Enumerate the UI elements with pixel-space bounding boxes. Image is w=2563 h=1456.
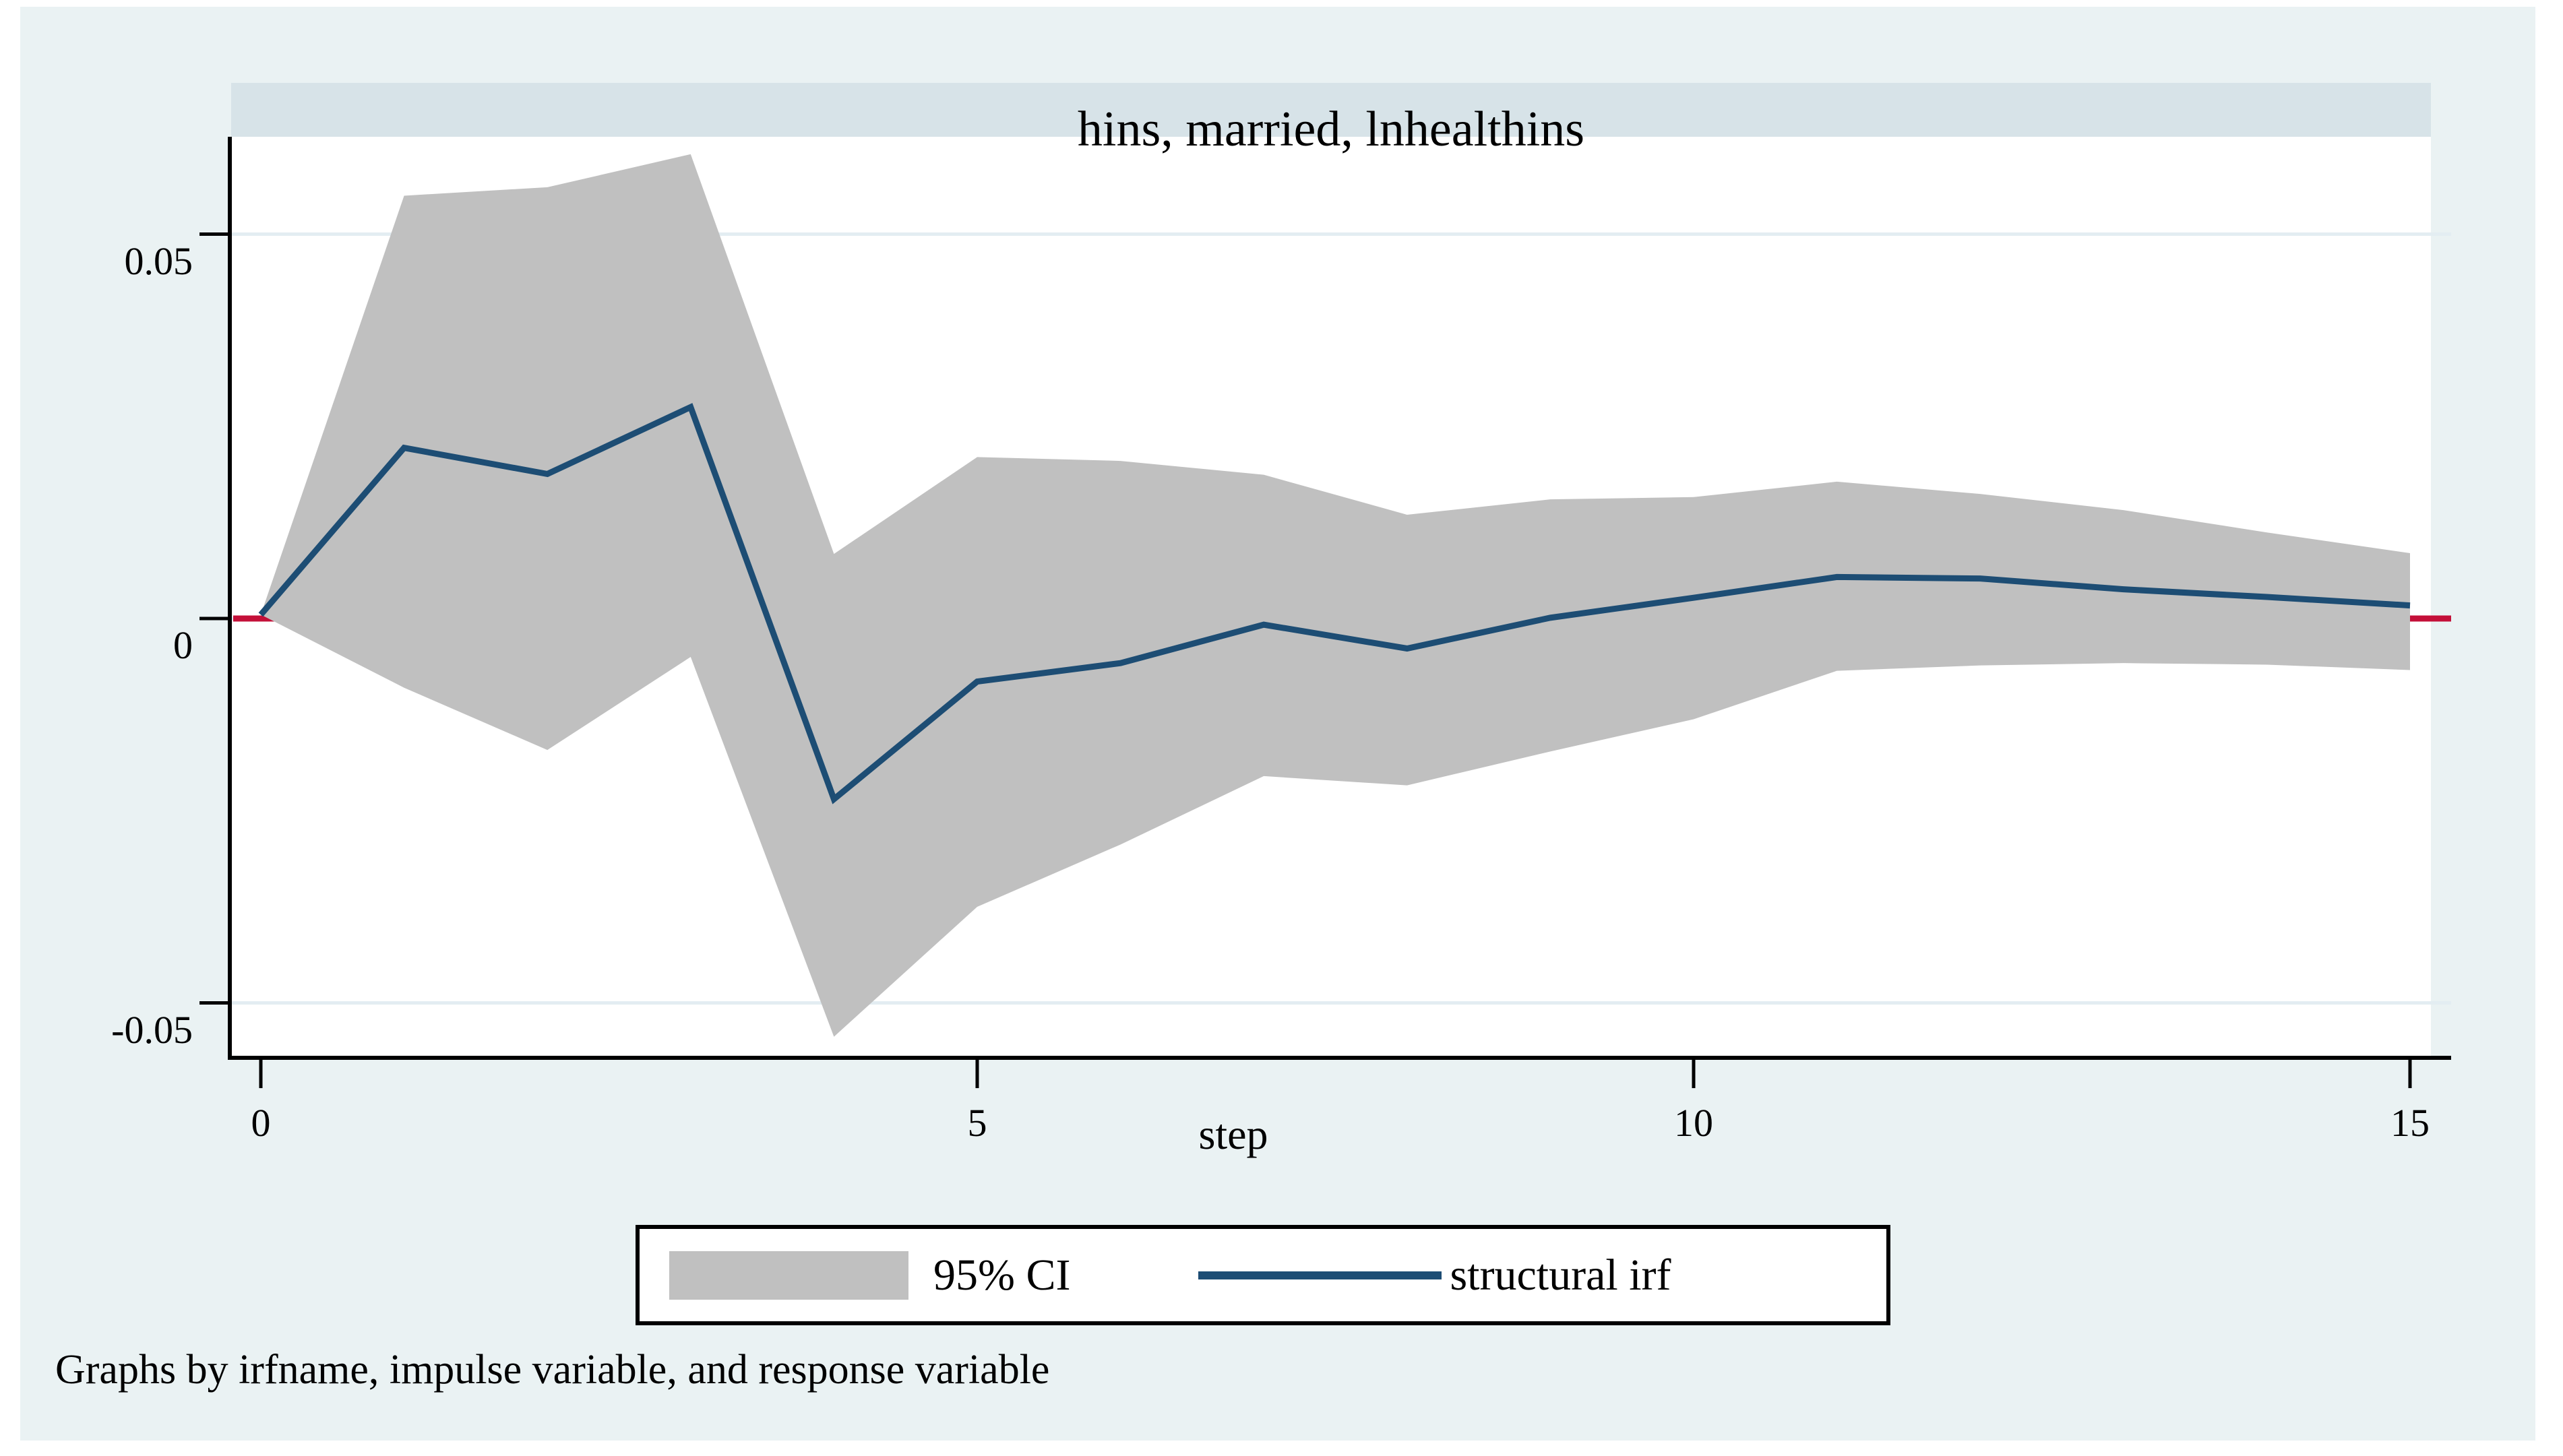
ci-band (261, 154, 2410, 1037)
x-axis-title: step (1198, 1110, 1268, 1158)
y-tick-label: 0 (173, 623, 193, 667)
axes-and-ticks (199, 137, 2451, 1088)
x-tick-label: 5 (967, 1101, 987, 1145)
x-tick-label: 15 (2390, 1101, 2430, 1145)
irf-legend-label: structural irf (1450, 1250, 1671, 1300)
legend: 95% CI structural irf (636, 1225, 1890, 1325)
irf-line-swatch (1198, 1271, 1442, 1279)
irf-line (258, 403, 2411, 804)
y-tick-label: 0.05 (124, 239, 193, 283)
subgraph-title-bar (231, 83, 2431, 137)
x-tick-label: 0 (251, 1101, 271, 1145)
ci-band-swatch (669, 1251, 908, 1300)
ci-legend-label: 95% CI (933, 1250, 1071, 1300)
y-tick-label: -0.05 (111, 1007, 193, 1052)
footer-note: Graphs by irfname, impulse variable, and… (55, 1347, 1050, 1393)
x-tick-label: 10 (1674, 1101, 1713, 1145)
chart-title: hins, married, lnhealthins (1077, 102, 1585, 157)
